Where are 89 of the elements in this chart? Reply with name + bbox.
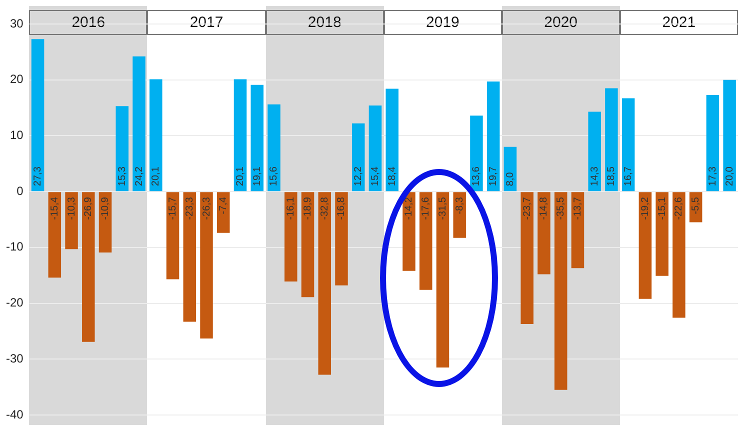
y-tick-label: -30 [6, 351, 24, 366]
bar [538, 192, 550, 274]
data-label: 20,0 [724, 166, 736, 186]
bar [234, 79, 247, 192]
data-label: -14,2 [404, 196, 415, 220]
bar [571, 192, 584, 268]
data-label: -8,3 [454, 196, 466, 214]
bar [486, 82, 500, 192]
bar [200, 192, 213, 338]
data-label: -26,9 [83, 196, 94, 220]
bar [48, 192, 62, 278]
bar [301, 192, 314, 298]
bar [453, 192, 466, 238]
data-label: -19,2 [640, 196, 651, 220]
bar [116, 106, 129, 192]
data-label: -15,4 [49, 196, 60, 220]
data-label: -26,3 [201, 196, 212, 220]
data-label: -31,5 [437, 196, 448, 220]
data-label: 18,4 [386, 166, 398, 186]
data-label: -17,6 [420, 196, 432, 220]
data-label: -14,8 [538, 196, 550, 220]
bar [132, 56, 146, 192]
bar [706, 94, 720, 192]
y-tick-label: 30 [10, 16, 24, 30]
bar [672, 192, 686, 318]
data-label: 18,5 [606, 166, 618, 186]
data-label: -15,1 [656, 196, 668, 220]
data-label: -22,6 [674, 196, 685, 220]
bar [402, 192, 416, 271]
data-label: 19,7 [488, 166, 500, 186]
data-label: 24,2 [134, 166, 145, 186]
data-label: -10,9 [100, 196, 112, 220]
data-label: -32,8 [319, 196, 330, 220]
data-label: -16,8 [336, 196, 348, 220]
bar [638, 192, 652, 299]
data-label: 19,1 [252, 166, 263, 186]
bar [605, 88, 618, 192]
y-tick-label: 10 [10, 128, 24, 142]
bar [470, 116, 483, 192]
data-label: -13,7 [572, 196, 584, 220]
bar [386, 88, 398, 192]
bar [656, 192, 668, 276]
bar [217, 192, 230, 233]
bar [250, 84, 264, 192]
data-label: 17,3 [707, 166, 718, 186]
bar [335, 192, 348, 286]
data-label: 8,0 [504, 172, 516, 186]
bar [268, 104, 280, 192]
bar [31, 39, 44, 192]
data-label: 20,1 [235, 166, 246, 186]
bar [723, 80, 736, 192]
bar [622, 98, 635, 192]
data-label: -35,5 [556, 196, 567, 220]
data-label: -18,9 [302, 196, 314, 220]
data-label: -15,7 [168, 196, 179, 220]
bar [368, 106, 382, 192]
bar [82, 192, 95, 342]
data-label: -10,3 [66, 196, 78, 220]
data-label: 14,3 [589, 166, 600, 186]
y-tick-label: -10 [6, 240, 24, 254]
bar [520, 192, 534, 324]
data-label: 15,6 [268, 166, 280, 186]
data-label: 12,2 [353, 166, 364, 186]
bar [419, 192, 432, 290]
data-label: -23,3 [184, 196, 196, 220]
data-label: 27,3 [32, 166, 44, 186]
data-label: -16,1 [286, 196, 297, 220]
bar [284, 192, 298, 282]
bar [352, 123, 365, 192]
data-label: -5,5 [690, 196, 702, 214]
data-label: -7,4 [218, 196, 230, 214]
y-tick-label: -20 [6, 296, 24, 310]
data-label: 20,1 [150, 166, 162, 186]
bar [588, 112, 601, 192]
bar [150, 79, 162, 192]
bar [65, 192, 78, 250]
data-label: 15,4 [370, 166, 381, 186]
data-label: 16,7 [623, 166, 634, 186]
y-tick-label: -40 [6, 407, 24, 422]
bar [436, 192, 450, 368]
bar [166, 192, 180, 280]
data-label: 15,3 [116, 166, 128, 186]
data-label: 13,6 [471, 166, 482, 186]
y-tick-label: 0 [16, 184, 24, 198]
bar [183, 192, 196, 322]
data-label: -23,7 [522, 196, 533, 220]
bar [318, 192, 331, 375]
y-tick-label: 20 [10, 72, 24, 86]
bar [554, 192, 568, 390]
